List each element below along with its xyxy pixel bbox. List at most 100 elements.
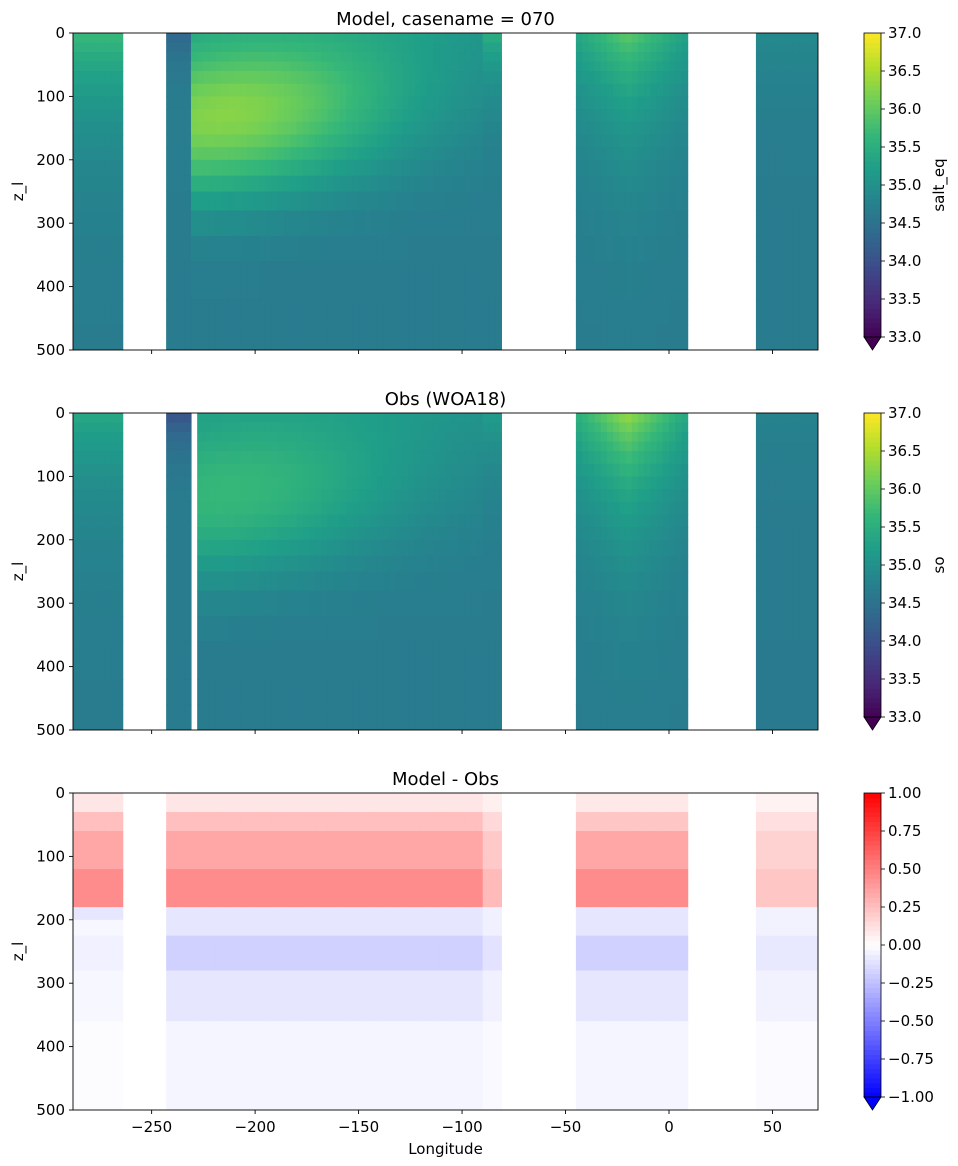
heatmap-cell	[91, 432, 99, 443]
heatmap-cell	[482, 52, 490, 63]
heatmap-cell	[73, 175, 80, 193]
heatmap-cell	[650, 61, 658, 72]
heatmap-cell	[675, 210, 683, 237]
heatmap-cell	[451, 299, 459, 326]
heatmap-cell	[184, 451, 192, 465]
heatmap-cell	[327, 451, 335, 465]
heatmap-cell	[190, 919, 198, 937]
heatmap-cell	[209, 641, 217, 680]
heatmap-cell	[290, 501, 298, 516]
colorbar-segment	[864, 199, 881, 205]
heatmap-cell	[619, 793, 627, 804]
heatmap-cell	[79, 869, 87, 883]
heatmap-cell	[476, 1084, 484, 1110]
heatmap-cell	[395, 422, 403, 433]
heatmap-cell	[793, 527, 800, 541]
heatmap-cell	[426, 42, 434, 53]
heatmap-cell	[383, 856, 391, 870]
heatmap-cell	[476, 191, 484, 212]
heatmap-cell	[488, 1084, 496, 1110]
heatmap-cell	[333, 869, 341, 883]
heatmap-cell	[277, 831, 285, 845]
heatmap-cell	[85, 121, 93, 136]
heatmap-cell	[339, 590, 347, 617]
heatmap-cell	[637, 679, 645, 706]
heatmap-cell	[302, 1021, 310, 1060]
heatmap-cell	[79, 83, 87, 97]
heatmap-cell	[321, 539, 329, 557]
heatmap-cell	[166, 210, 173, 237]
heatmap-cell	[234, 1021, 242, 1060]
heatmap-cell	[762, 704, 769, 730]
y-tick-label: 500	[36, 341, 65, 359]
heatmap-cell	[352, 413, 360, 424]
heatmap-cell	[364, 261, 372, 300]
heatmap-cell	[240, 1059, 248, 1086]
heatmap-cell	[495, 413, 502, 424]
heatmap-cell	[619, 881, 627, 896]
heatmap-cell	[240, 951, 248, 972]
heatmap-cell	[110, 951, 118, 972]
heatmap-cell	[166, 71, 173, 85]
heatmap-cell	[464, 422, 471, 433]
heatmap-cell	[495, 1084, 502, 1110]
heatmap-cell	[768, 571, 776, 592]
heatmap-cell	[228, 679, 236, 706]
heatmap-cell	[190, 109, 198, 123]
heatmap-cell	[308, 463, 316, 477]
heatmap-cell	[606, 831, 614, 845]
heatmap-cell	[172, 83, 180, 97]
heatmap-cell	[811, 147, 818, 161]
heatmap-cell	[277, 109, 285, 123]
heatmap-cell	[327, 441, 335, 452]
heatmap-cell	[97, 501, 105, 516]
heatmap-cell	[395, 615, 403, 642]
heatmap-cell	[228, 869, 236, 883]
heatmap-cell	[259, 432, 267, 443]
heatmap-cell	[669, 501, 676, 516]
colorbar-extend-triangle	[863, 716, 882, 731]
heatmap-cell	[234, 935, 242, 953]
heatmap-cell	[222, 175, 229, 193]
heatmap-cell	[457, 1059, 465, 1086]
heatmap-cell	[197, 451, 204, 465]
heatmap-cell	[613, 802, 620, 813]
heatmap-cell	[588, 413, 596, 424]
heatmap-cell	[352, 501, 360, 516]
heatmap-cell	[439, 812, 447, 823]
heatmap-cell	[333, 802, 341, 813]
heatmap-cell	[265, 704, 273, 730]
heatmap-cell	[420, 1059, 428, 1086]
heatmap-cell	[762, 590, 769, 617]
heatmap-cell	[445, 514, 453, 528]
heatmap-cell	[352, 109, 360, 123]
heatmap-cell	[346, 422, 353, 433]
heatmap-cell	[488, 52, 496, 63]
heatmap-cell	[420, 679, 428, 706]
heatmap-cell	[352, 451, 360, 465]
heatmap-cell	[594, 995, 602, 1022]
heatmap-cell	[414, 1021, 422, 1060]
heatmap-cell	[476, 451, 484, 465]
heatmap-cell	[774, 191, 782, 212]
heatmap-cell	[408, 121, 416, 136]
heatmap-cell	[681, 121, 689, 136]
heatmap-cell	[290, 42, 298, 53]
heatmap-cell	[277, 919, 285, 937]
heatmap-cell	[178, 821, 186, 832]
heatmap-cell	[420, 843, 428, 857]
heatmap-cell	[575, 970, 583, 997]
heatmap-cell	[228, 821, 236, 832]
heatmap-cell	[79, 52, 87, 63]
heatmap-cell	[606, 615, 614, 642]
heatmap-cell	[470, 422, 478, 433]
heatmap-cell	[246, 615, 254, 642]
heatmap-cell	[402, 831, 409, 845]
heatmap-cell	[451, 235, 459, 262]
heatmap-cell	[402, 970, 409, 997]
heatmap-cell	[755, 159, 763, 177]
heatmap-cell	[234, 42, 242, 53]
heatmap-cell	[482, 121, 490, 136]
heatmap-cell	[339, 121, 347, 136]
heatmap-cell	[222, 42, 229, 53]
